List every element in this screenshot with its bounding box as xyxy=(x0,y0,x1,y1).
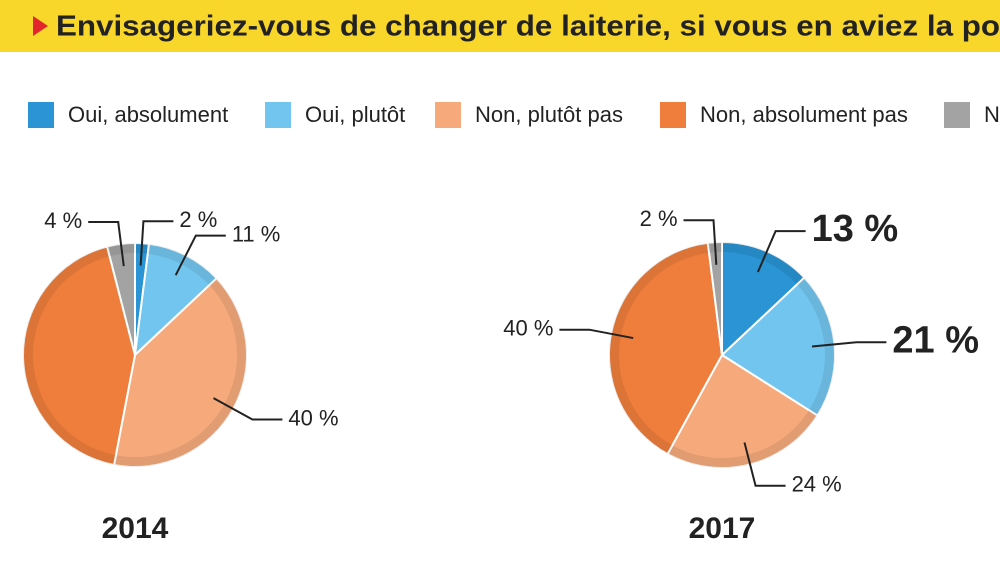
legend-swatch xyxy=(28,102,54,128)
leader-line xyxy=(559,328,634,340)
legend-swatch xyxy=(265,102,291,128)
value-label: 40 % xyxy=(288,405,338,430)
leader-line xyxy=(811,341,887,348)
legend-label: Oui, absolument xyxy=(68,102,228,127)
leader-line xyxy=(756,230,806,273)
leader-line xyxy=(174,234,226,276)
title-marker xyxy=(33,16,48,36)
legend-swatch xyxy=(660,102,686,128)
leader-line xyxy=(743,442,786,487)
pie-title: 2014 xyxy=(102,512,169,545)
pie-rim xyxy=(22,246,116,466)
legend-swatch xyxy=(944,102,970,128)
value-label: 2 % xyxy=(179,207,217,232)
value-label: 4 % xyxy=(44,208,82,233)
value-label: 2 % xyxy=(640,206,678,231)
pie-rim xyxy=(722,242,805,285)
leader-line xyxy=(213,397,283,421)
title-banner xyxy=(0,0,1000,52)
pie-rim xyxy=(114,278,248,468)
pie-rim xyxy=(609,242,710,455)
leader-line xyxy=(683,219,718,265)
value-label: 11 % xyxy=(232,221,281,246)
legend-label: Non, absolument pas xyxy=(700,102,908,127)
title: Envisageriez-vous de changer de laiterie… xyxy=(56,11,1000,43)
value-label: 21 % xyxy=(892,319,979,361)
legend-label: N xyxy=(984,102,1000,127)
pie-slice xyxy=(22,245,137,467)
legend-label: Oui, plutôt xyxy=(305,102,405,127)
pie-title: 2017 xyxy=(689,512,756,545)
leader-line xyxy=(139,220,174,266)
value-label: 13 % xyxy=(812,208,899,250)
leader-line xyxy=(88,221,125,267)
pie-rim xyxy=(797,277,836,416)
value-label: 24 % xyxy=(792,472,842,497)
legend-label: Non, plutôt pas xyxy=(475,102,623,127)
value-label: 40 % xyxy=(503,316,553,341)
pie-rim xyxy=(667,410,818,468)
legend-swatch xyxy=(435,102,461,128)
